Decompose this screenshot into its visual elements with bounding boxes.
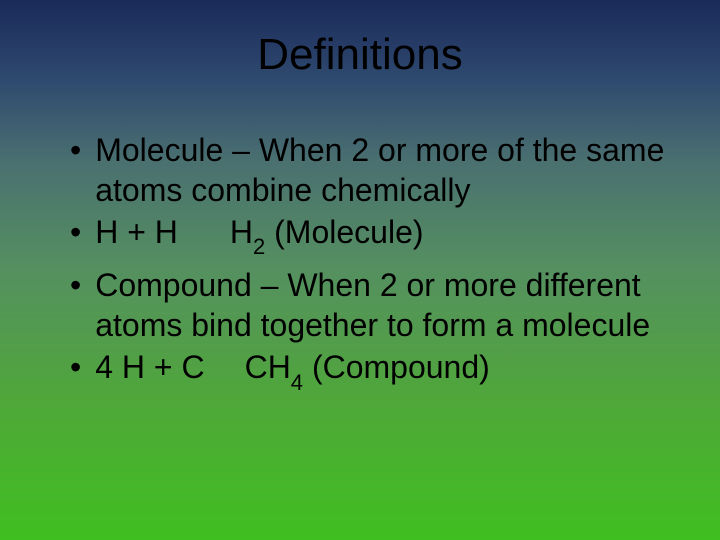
slide-title: Definitions <box>40 30 680 80</box>
formula-right: (Molecule) <box>274 214 423 250</box>
bullet-text: Compound – When 2 or more different atom… <box>95 265 680 345</box>
bullet-item: • H + H H2 (Molecule) <box>70 212 680 263</box>
slide-body: • Molecule – When 2 or more of the same … <box>40 130 680 399</box>
formula-base: CH <box>245 349 291 385</box>
bullet-item: • Compound – When 2 or more different at… <box>70 265 680 345</box>
bullet-icon: • <box>70 265 81 305</box>
bullet-text: Molecule – When 2 or more of the same at… <box>95 130 680 210</box>
formula-subscript: 4 <box>291 370 303 395</box>
bullet-text: 4 H + C CH4 (Compound) <box>95 347 490 398</box>
bullet-text: H + H H2 (Molecule) <box>95 212 423 263</box>
formula-left: H + H <box>95 214 178 250</box>
formula-left: 4 H + C <box>95 349 204 385</box>
formula-subscript: 2 <box>253 234 265 259</box>
slide: Definitions • Molecule – When 2 or more … <box>0 0 720 540</box>
bullet-icon: • <box>70 347 81 387</box>
bullet-icon: • <box>70 212 81 252</box>
bullet-item: • 4 H + C CH4 (Compound) <box>70 347 680 398</box>
bullet-icon: • <box>70 130 81 170</box>
formula-base: H <box>230 214 253 250</box>
formula-right: (Compound) <box>312 349 490 385</box>
bullet-item: • Molecule – When 2 or more of the same … <box>70 130 680 210</box>
